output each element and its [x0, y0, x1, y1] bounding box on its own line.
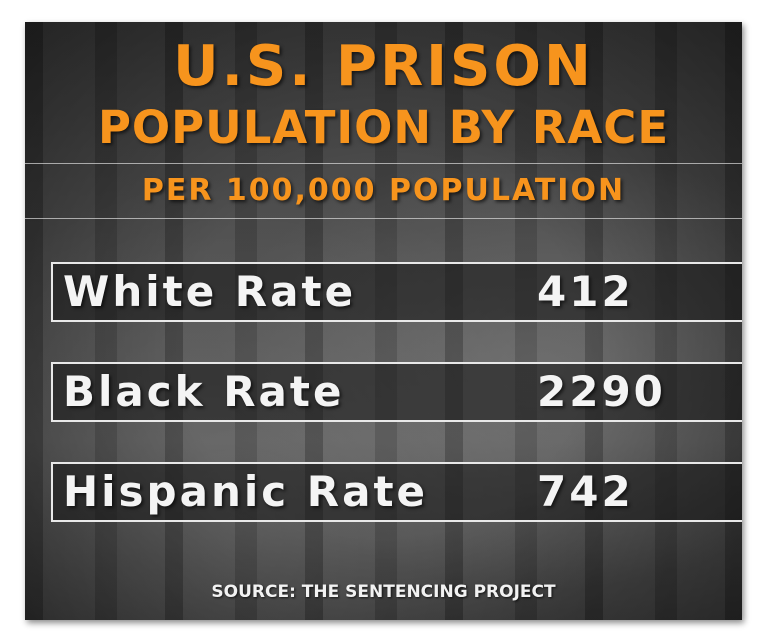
rate-row-black: Black Rate 2290	[51, 362, 742, 422]
rate-row-label: Black Rate	[63, 367, 345, 416]
subtitle-divider-bottom	[25, 218, 742, 219]
rate-row-hispanic: Hispanic Rate 742	[51, 462, 742, 522]
rate-row-value: 412	[537, 267, 634, 316]
rate-row-label: Hispanic Rate	[63, 467, 429, 516]
rate-row-white: White Rate 412	[51, 262, 742, 322]
rate-row-value: 742	[537, 467, 634, 516]
title-line-1: U.S. PRISON	[173, 34, 594, 99]
subtitle: PER 100,000 POPULATION	[141, 173, 626, 208]
infographic-card: U.S. PRISON POPULATION BY RACE PER 100,0…	[25, 22, 742, 620]
rate-row-label: White Rate	[63, 267, 357, 316]
title-line-2: POPULATION BY RACE	[97, 101, 670, 154]
rate-row-value: 2290	[537, 367, 666, 416]
source-credit: SOURCE: THE SENTENCING PROJECT	[211, 582, 556, 602]
subtitle-divider-top	[25, 163, 742, 164]
